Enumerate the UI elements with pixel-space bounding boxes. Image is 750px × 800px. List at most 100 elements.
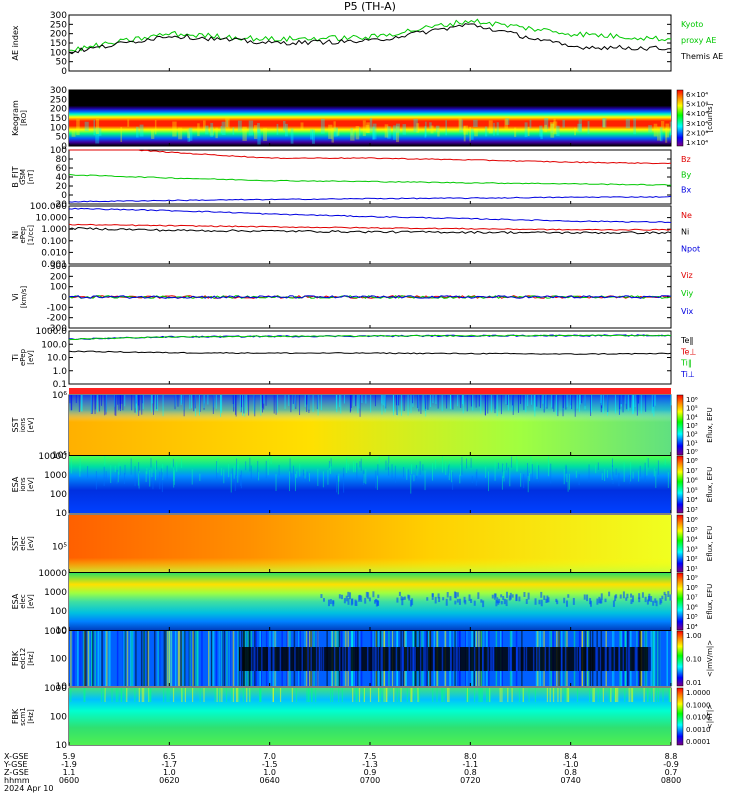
keogram-texture <box>120 126 123 143</box>
sst-ions-streak <box>137 395 139 406</box>
esa-elec-streak <box>630 593 633 598</box>
esa-ions-streak <box>104 456 106 466</box>
fbk-edc-band-column <box>609 647 612 671</box>
x-tick-label: 8.4 <box>564 752 577 761</box>
keogram-texture <box>437 128 440 137</box>
fbk-edc-column <box>123 631 125 686</box>
esa-elec-streak <box>454 600 457 605</box>
keogram-texture <box>336 129 340 136</box>
fbk-scm-column <box>311 688 313 702</box>
esa-ions-streak <box>644 462 646 483</box>
sst-ions-streak <box>460 395 462 408</box>
esa-elec-streak <box>368 597 371 602</box>
x-axis: X-GSE 5.9 6.5 7.0 7.5 8.0 8.4 8.8 Y-GSE -1.9 -1.7 -… <box>3 68 681 793</box>
keogram-texture <box>550 123 555 138</box>
sst-ions-streak <box>304 395 306 408</box>
colorbar-tick-label: 10⁸ <box>686 457 698 465</box>
colorbar-tick-label: 10³ <box>686 422 698 430</box>
sst-ions-streak <box>118 395 120 411</box>
y-tick-label: 100 <box>50 283 67 293</box>
esa-ions-streak <box>565 466 567 474</box>
sst-ions-streak <box>194 395 196 409</box>
esa-elec-streak <box>473 600 476 606</box>
fbk-scm-column <box>306 688 308 702</box>
sst-ions-streak <box>150 395 152 413</box>
fbk-scm-column <box>83 688 85 702</box>
esa-ions-streak <box>124 473 126 484</box>
fbk-edc-band-column <box>315 647 318 671</box>
fbk-edc-column <box>670 631 673 686</box>
esa-ions-streak <box>646 457 648 476</box>
esa-ions-streak <box>411 464 413 475</box>
fbk-edc-band-column <box>635 647 637 671</box>
fbk-scm-column <box>650 688 652 702</box>
esa-ions-streak <box>138 462 140 479</box>
esa-elec-streak <box>411 598 414 606</box>
y-tick-label: 300 <box>50 11 67 21</box>
fbk-scm-column <box>168 688 170 702</box>
esa-ions-streak <box>105 471 107 480</box>
y-tick-label: 0 <box>61 191 67 201</box>
fbk-scm-column <box>592 688 594 702</box>
esa-ions-streak <box>346 457 348 473</box>
x-tick-label: -1.0 <box>563 760 579 769</box>
fbk-scm-column <box>362 688 365 702</box>
esa-ions-streak <box>303 473 305 483</box>
y-axis-unit: [km/s] <box>20 286 28 309</box>
sst-ions-streak <box>500 395 502 415</box>
sst-ions-streak <box>260 395 262 416</box>
fbk-edc-column <box>163 631 166 686</box>
legend-entry: Kyoto <box>681 20 703 29</box>
keogram-texture <box>603 118 607 128</box>
sst-ions-streak <box>496 395 498 417</box>
x-tick-label: -1.9 <box>61 760 77 769</box>
esa-ions-streak <box>308 473 310 482</box>
fbk-edc-band-column <box>625 647 628 671</box>
esa-ions-streak <box>291 473 293 481</box>
esa-ions-streak <box>304 469 306 479</box>
sst-ions-streak <box>562 395 564 417</box>
x-row-label: Z-GSE <box>4 768 29 777</box>
esa-elec-streak <box>646 599 649 605</box>
y-tick-label: 10 <box>56 509 68 519</box>
sst-ions-streak <box>600 395 602 406</box>
sst-ions-streak <box>350 395 352 408</box>
sst-ions-streak <box>357 395 359 414</box>
esa-elec-streak <box>660 599 663 604</box>
sst-ions-streak <box>361 395 363 404</box>
esa-ions-spectrogram <box>69 456 671 513</box>
esa-ions-streak <box>245 461 247 471</box>
sst-ions-streak <box>552 395 554 409</box>
sst-ions-streak <box>531 395 533 405</box>
fbk-edc-column <box>169 631 172 686</box>
fbk-scm-column <box>657 688 660 702</box>
fbk-edc-column <box>174 631 177 686</box>
fbk-edc-band-column <box>636 647 638 671</box>
esa-elec-streak <box>498 598 501 604</box>
fbk-edc-band-column <box>478 647 480 671</box>
esa-ions-streak <box>604 469 606 482</box>
colorbar-tick-label: 4×10⁴ <box>686 110 708 118</box>
esa-ions-streak <box>639 465 641 477</box>
esa-ions-streak <box>536 461 538 480</box>
esa-ions-streak <box>618 472 620 487</box>
fbk-edc-band-column <box>358 647 361 671</box>
esa-ions-streak <box>114 465 116 473</box>
keogram-texture <box>221 121 226 135</box>
keogram-texture <box>187 129 191 142</box>
esa-ions-streak <box>611 458 613 467</box>
sst-ions-streak <box>203 395 205 409</box>
fbk-scm-column <box>363 688 366 702</box>
sst-ions-streak <box>507 395 509 411</box>
sst-ions-streak <box>292 395 294 404</box>
esa-ions-streak <box>530 456 532 474</box>
esa-elec-streak <box>538 599 541 605</box>
colorbar-tick-label: 0.0001 <box>686 738 711 746</box>
sst-ions-streak <box>534 395 536 417</box>
sst-ions-streak <box>629 395 631 408</box>
fbk-scm-column <box>279 688 282 702</box>
sst-ions-streak <box>557 395 559 417</box>
sst-ions-streak <box>398 395 400 406</box>
y-tick-label: 0 <box>61 142 67 152</box>
fbk-scm-column <box>358 688 361 702</box>
